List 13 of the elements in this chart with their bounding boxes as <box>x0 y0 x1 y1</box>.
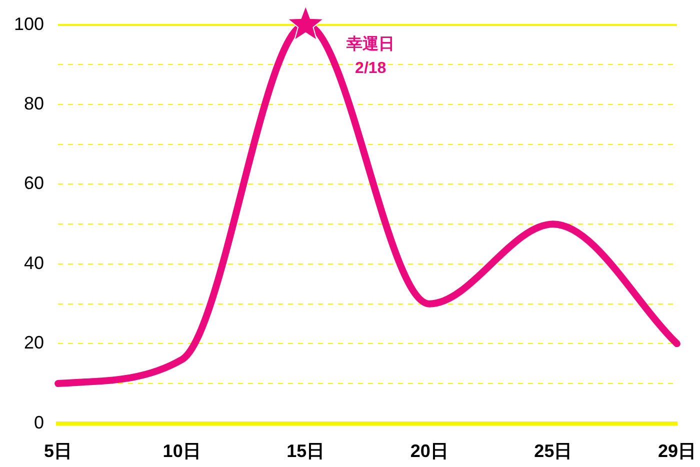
y-tick-label: 60 <box>24 173 44 194</box>
annotation: 幸運日 2/18 <box>346 34 395 77</box>
y-tick-label: 80 <box>24 93 44 114</box>
x-tick-label: 25日 <box>534 441 572 462</box>
y-tick-label: 20 <box>24 332 44 353</box>
x-tick-label: 15日 <box>286 441 325 462</box>
x-tick-label: 10日 <box>162 441 201 462</box>
x-tick-label: 5日 <box>44 441 72 462</box>
x-tick-label: 20日 <box>410 441 448 462</box>
x-tick-label: 29日 <box>658 441 696 462</box>
y-tick-label: 40 <box>24 252 44 273</box>
y-tick-label: 0 <box>34 412 44 432</box>
y-tick-label: 100 <box>14 14 44 34</box>
